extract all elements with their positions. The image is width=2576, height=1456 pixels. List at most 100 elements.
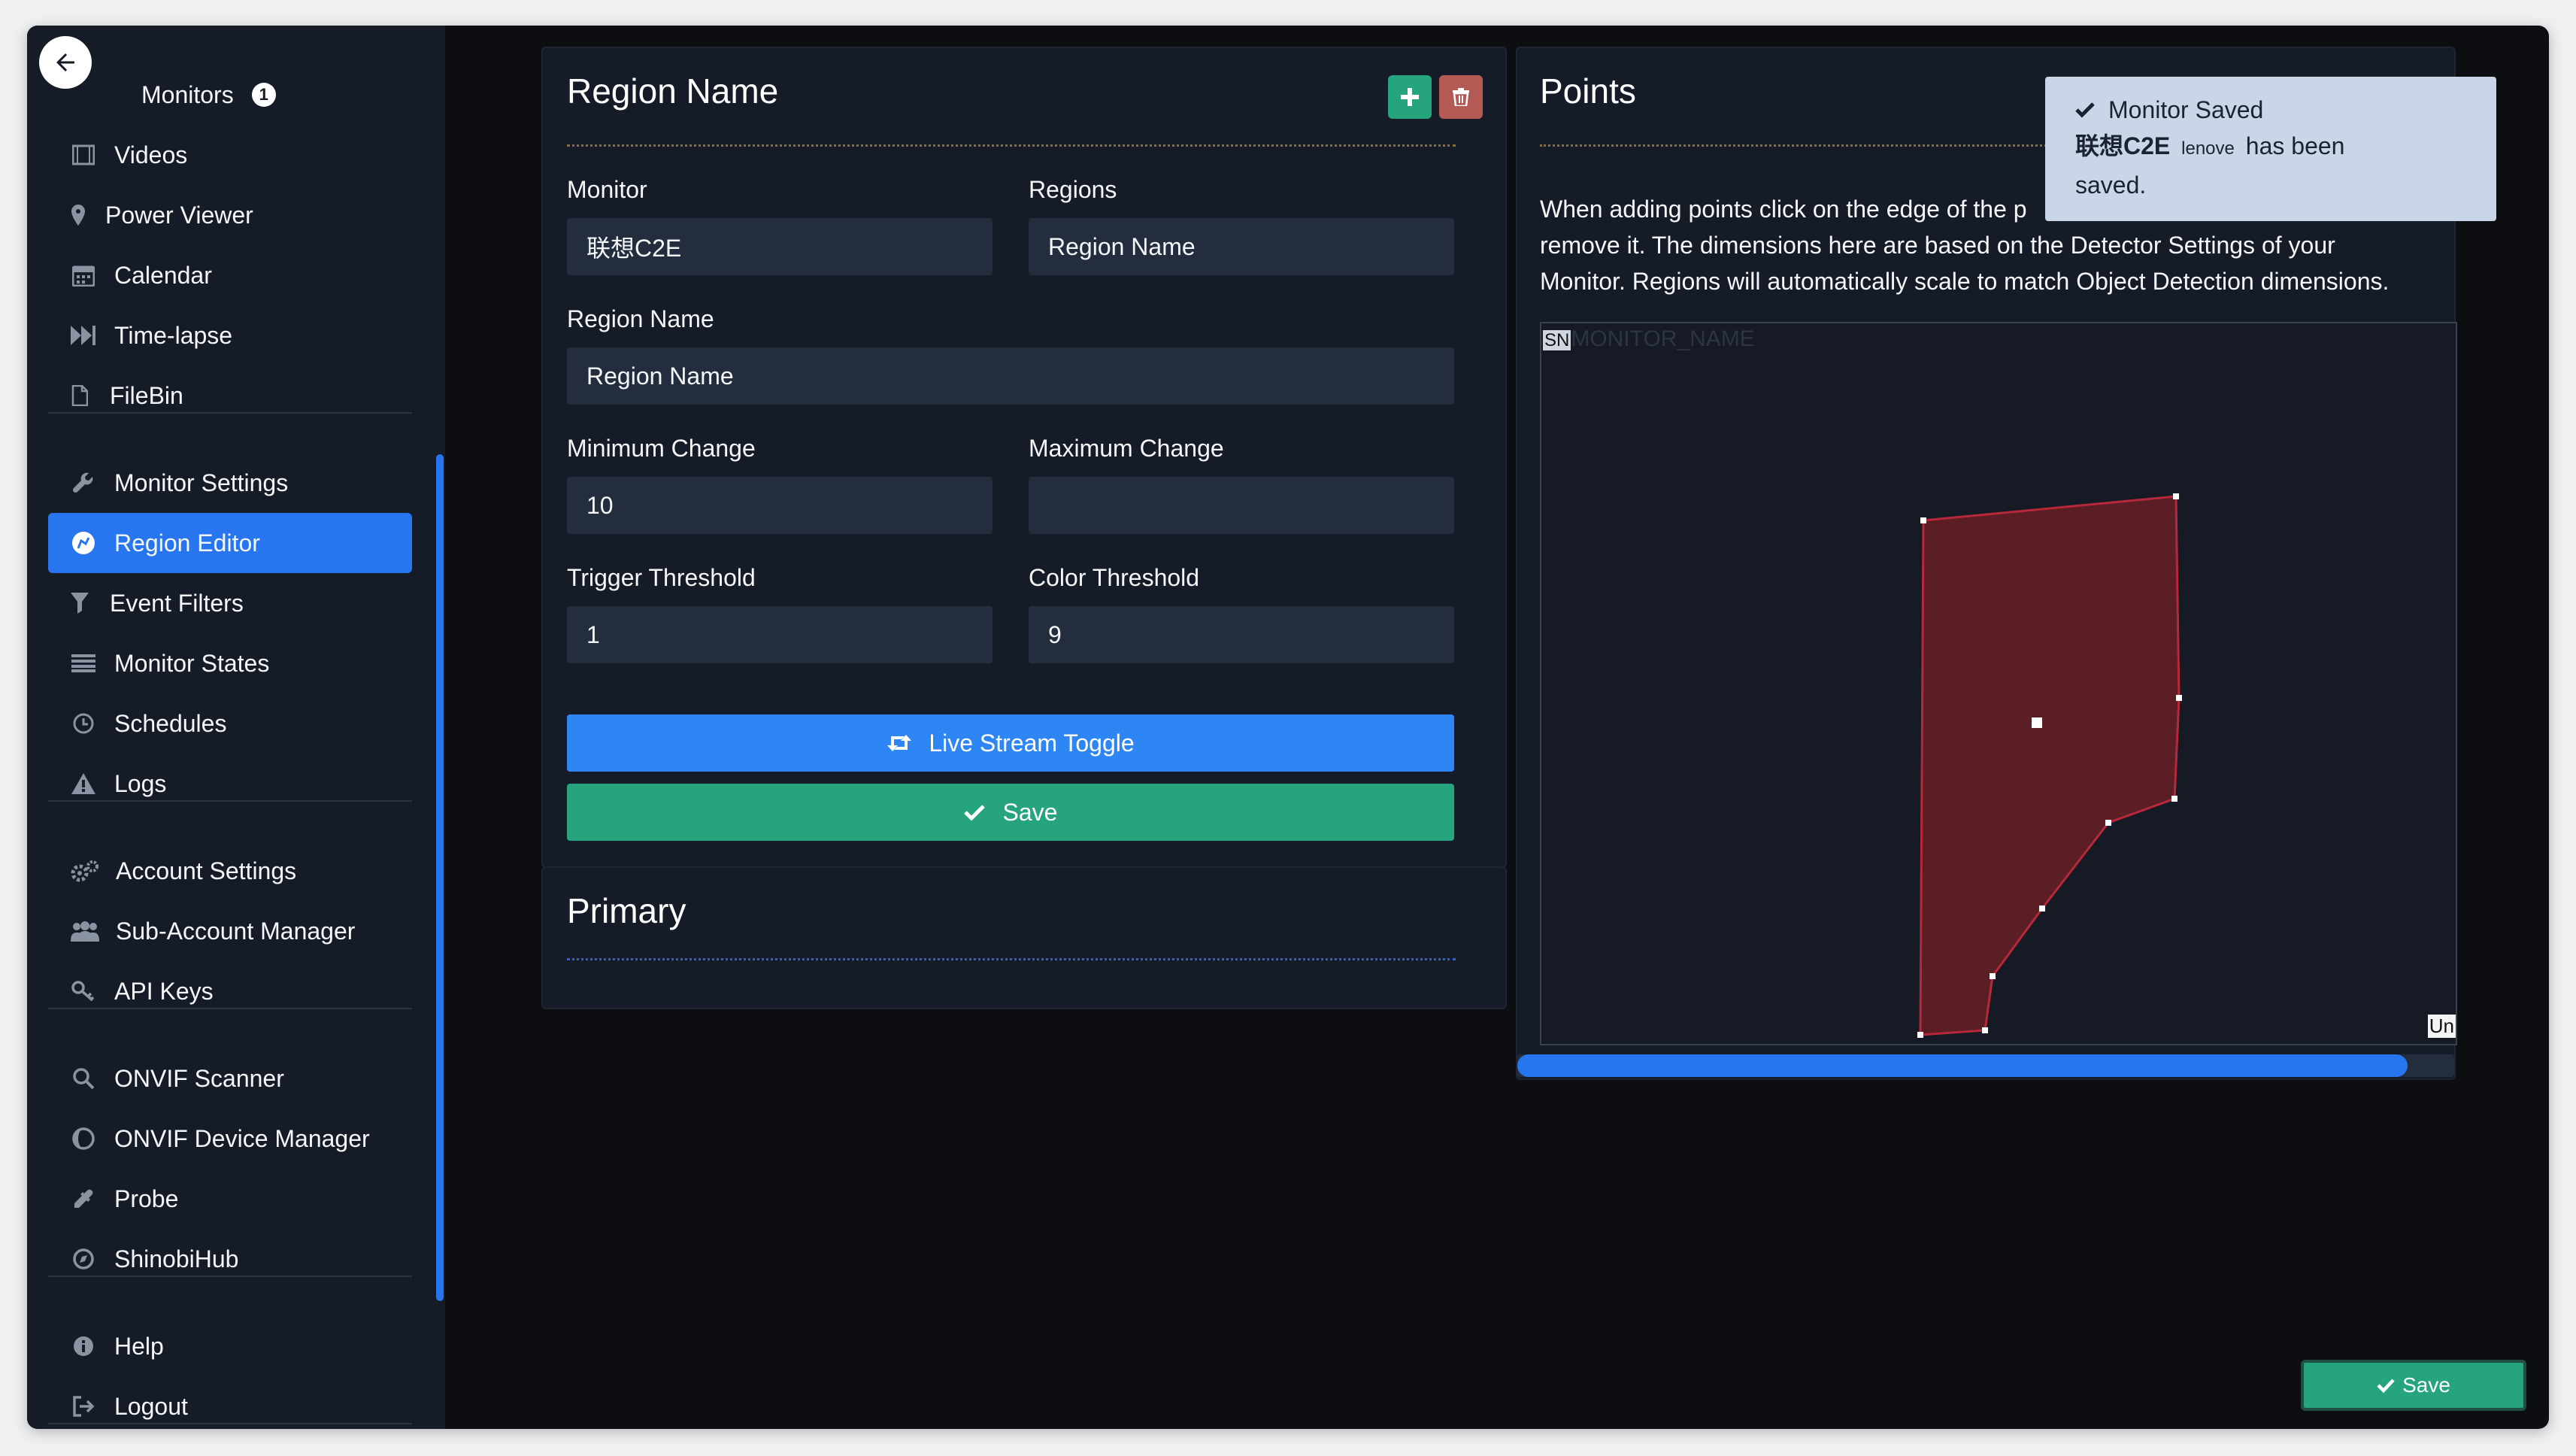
points-description-line2-tail: e Detector Settings of your (2050, 232, 2335, 259)
monitor-saved-toast[interactable]: Monitor Saved 联想C2E lenove has been save… (2045, 77, 2496, 221)
trigger-threshold-input[interactable]: 1 (567, 606, 993, 663)
sidebar-item-label: Time-lapse (114, 321, 233, 349)
minimum-change-input[interactable]: 10 (567, 477, 993, 534)
polygon-center-handle[interactable] (2032, 717, 2042, 728)
list-icon (71, 651, 96, 676)
sidebar-item-label: Logs (114, 769, 167, 797)
color-threshold-label: Color Threshold (1029, 564, 1200, 591)
color-threshold-input[interactable]: 9 (1029, 606, 1454, 663)
arrow-left-icon (56, 53, 74, 71)
sidebar-item-label: API Keys (114, 977, 214, 1005)
sidebar-item-probe[interactable]: Probe (48, 1169, 412, 1229)
monitor-count-badge: 1 (251, 83, 276, 107)
back-button[interactable] (39, 36, 92, 89)
sidebar-item-label: Logout (114, 1392, 188, 1420)
wrench-icon (71, 470, 96, 496)
points-description-line2-text: remove it. The dimensions here are based… (1540, 232, 2050, 259)
save-region-button[interactable]: Save (567, 784, 1454, 841)
sidebar-item-label: Monitor States (114, 649, 270, 677)
sidebar-divider (48, 1008, 412, 1009)
sidebar-scrollbar[interactable] (436, 454, 444, 1301)
device-manager-icon (71, 1126, 96, 1151)
canvas-name-prefix: SN (1543, 330, 1571, 350)
stream-progress-bar (1517, 1054, 2454, 1077)
calendar-icon (71, 262, 96, 288)
sidebar-divider (48, 800, 412, 802)
sidebar-item-help[interactable]: Help (48, 1316, 412, 1376)
panel-title: Region Name (567, 71, 779, 111)
title-underline (567, 958, 1456, 960)
live-stream-toggle-button[interactable]: Live Stream Toggle (567, 714, 1454, 772)
sidebar-item-label: Probe (114, 1185, 179, 1212)
sidebar-item-label: Monitors (141, 80, 234, 108)
sidebar-item-label: ShinobiHub (114, 1245, 239, 1272)
region-polygon-svg[interactable] (1541, 323, 2457, 1045)
trigger-threshold-label: Trigger Threshold (567, 564, 756, 591)
sidebar-item-calendar[interactable]: Calendar (48, 245, 412, 305)
sidebar-item-region-editor[interactable]: Region Editor (48, 513, 412, 573)
sidebar-item-power-viewer[interactable]: Power Viewer (48, 185, 412, 245)
sidebar-item-label: FileBin (110, 381, 183, 409)
sidebar-divider (48, 412, 412, 414)
sidebar-item-filebin[interactable]: FileBin (48, 366, 412, 426)
region-polygon[interactable] (1919, 495, 2181, 1036)
polygon-point-handle[interactable] (2105, 820, 2111, 826)
film-icon (71, 142, 96, 168)
polygon-point-handle[interactable] (1982, 1027, 1988, 1033)
primary-panel: Primary (541, 866, 1507, 1009)
sidebar-item-api-keys[interactable]: API Keys (48, 961, 412, 1021)
sidebar-item-event-filters[interactable]: Event Filters (48, 573, 412, 633)
sidebar-item-monitor-states[interactable]: Monitor States (48, 633, 412, 693)
regions-select[interactable]: Region Name (1029, 218, 1454, 275)
sidebar-item-shinobihub[interactable]: ShinobiHub (48, 1229, 412, 1289)
maximum-change-input[interactable] (1029, 477, 1454, 534)
polygon-point-handle[interactable] (1920, 517, 1926, 523)
sidebar-item-time-lapse[interactable]: Time-lapse (48, 305, 412, 366)
points-description-line1: When adding points click on the edge of … (1540, 196, 2027, 223)
sidebar-item-label: Schedules (114, 709, 227, 737)
floating-save-button[interactable]: Save (2301, 1360, 2526, 1411)
sidebar-item-label: ONVIF Device Manager (114, 1124, 370, 1152)
sidebar-item-label: Videos (114, 141, 188, 168)
polygon-point-handle[interactable] (2171, 796, 2177, 802)
key-icon (71, 978, 96, 1004)
file-icon (71, 383, 89, 408)
sidebar-item-schedules[interactable]: Schedules (48, 693, 412, 754)
sidebar-item-label: Calendar (114, 261, 212, 289)
polygon-point-handle[interactable] (1990, 973, 1996, 979)
app-window: Monitors 1 Videos Power Viewer Calendar (27, 26, 2549, 1429)
sidebar-item-videos[interactable]: Videos (48, 125, 412, 185)
sidebar-item-onvif-device-manager[interactable]: ONVIF Device Manager (48, 1109, 412, 1169)
region-settings-panel: Region Name Monitor 联想C2E Regions Region… (541, 47, 1507, 868)
sidebar-item-logs[interactable]: Logs (48, 754, 412, 814)
stream-progress-fill (1517, 1054, 2408, 1077)
polygon-point-handle[interactable] (2039, 905, 2045, 912)
region-canvas[interactable]: SNMONITOR_NAME Un (1540, 322, 2457, 1045)
sidebar-item-label: Region Editor (114, 529, 260, 557)
add-region-button[interactable] (1388, 75, 1432, 119)
sidebar-item-sub-account-manager[interactable]: Sub-Account Manager (48, 901, 412, 961)
sidebar-item-monitors[interactable]: Monitors 1 (48, 65, 412, 125)
trash-icon (1453, 88, 1469, 106)
sidebar-item-account-settings[interactable]: Account Settings (48, 841, 412, 901)
polygon-point-handle[interactable] (2176, 695, 2182, 701)
monitor-select[interactable]: 联想C2E (567, 218, 993, 275)
button-label: Live Stream Toggle (929, 729, 1135, 757)
info-icon (71, 1333, 96, 1359)
check-icon (2075, 102, 2095, 118)
region-name-label: Region Name (567, 305, 714, 332)
region-name-input[interactable]: Region Name (567, 347, 1454, 405)
sidebar-item-monitor-settings[interactable]: Monitor Settings (48, 453, 412, 513)
polygon-point-handle[interactable] (2173, 493, 2179, 499)
sidebar-item-label: Event Filters (110, 589, 244, 617)
sidebar-item-onvif-scanner[interactable]: ONVIF Scanner (48, 1048, 412, 1109)
delete-region-button[interactable] (1439, 75, 1483, 119)
toast-title-row: Monitor Saved (2075, 92, 2466, 128)
warning-icon (71, 771, 96, 796)
search-icon (71, 1066, 96, 1091)
polygon-point-handle[interactable] (1917, 1032, 1923, 1038)
points-description-line2: remove it. The dimensions here are based… (1540, 227, 2335, 263)
fast-forward-icon (71, 323, 96, 348)
compass-icon (71, 1246, 96, 1272)
sidebar-item-logout[interactable]: Logout (48, 1376, 412, 1429)
